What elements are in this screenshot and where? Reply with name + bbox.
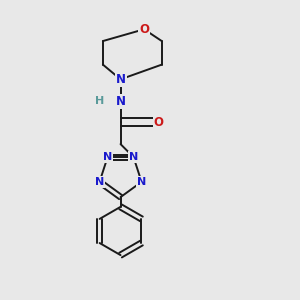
Text: O: O (154, 116, 164, 128)
Text: N: N (129, 152, 138, 162)
Text: O: O (139, 23, 149, 36)
Text: N: N (95, 177, 104, 187)
Text: N: N (116, 73, 126, 86)
Text: N: N (103, 152, 112, 162)
Text: N: N (137, 177, 146, 187)
Text: N: N (116, 95, 126, 108)
Text: H: H (95, 96, 105, 106)
